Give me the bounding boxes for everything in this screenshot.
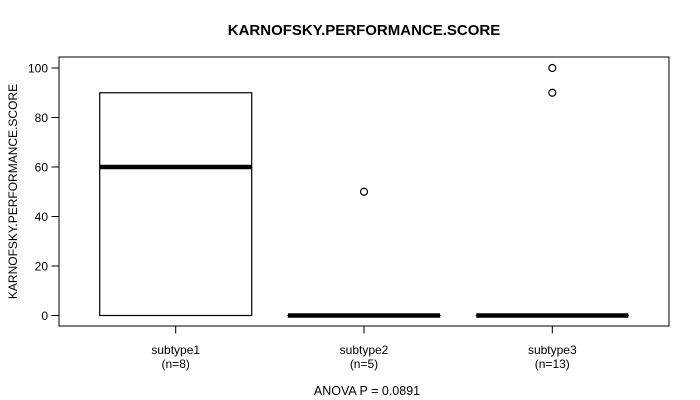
y-tick-label: 100: [28, 61, 48, 75]
outlier-point: [548, 63, 557, 73]
outlier-point: [359, 187, 369, 196]
y-tick-label: 0: [41, 309, 48, 323]
box-iqr: [99, 92, 253, 317]
y-tick-label: 20: [35, 259, 49, 273]
anova-annotation: ANOVA P = 0.0891: [314, 384, 420, 398]
y-axis-title: KARNOFSKY.PERFORMANCE.SCORE: [6, 84, 20, 299]
y-tick-label: 40: [35, 210, 49, 224]
x-group-label: subtype1: [151, 343, 200, 357]
x-group-count: (n=13): [535, 357, 570, 371]
y-tick-label: 80: [35, 111, 49, 125]
chart-title: KARNOFSKY.PERFORMANCE.SCORE: [228, 22, 501, 39]
x-group-label: subtype3: [528, 343, 577, 357]
x-group-label: subtype2: [340, 343, 389, 357]
outlier-point: [548, 88, 557, 97]
x-group-count: (n=8): [162, 357, 190, 371]
plot-layer: 0 20 40 60 80 100 subtype1(n=8) subtype2(n=5) su…: [28, 56, 670, 371]
y-tick-label: 60: [35, 160, 49, 174]
x-group-count: (n=5): [350, 357, 378, 371]
